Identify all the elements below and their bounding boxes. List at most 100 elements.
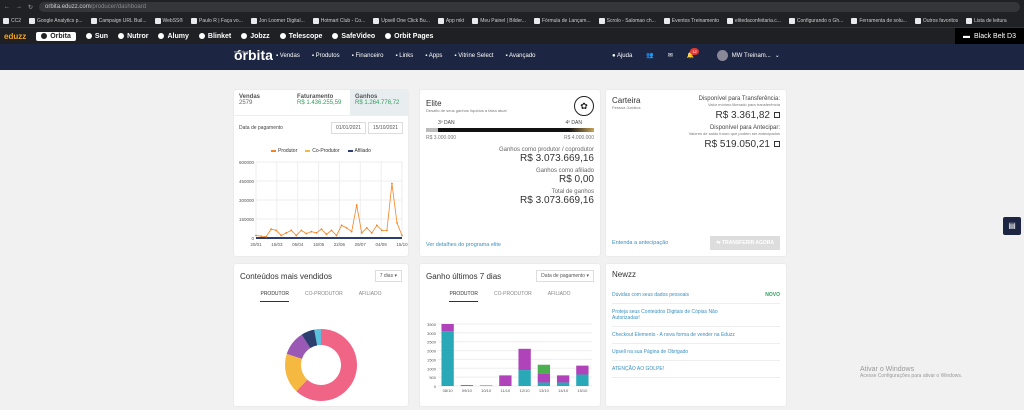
elite-earnings-row: Ganhos como afiliado R$ 0,00	[426, 168, 594, 185]
legend-item[interactable]: Afiliado	[347, 148, 371, 154]
user-menu[interactable]: MW Treinam... ⌄	[716, 50, 780, 61]
data-point	[380, 229, 383, 232]
news-item[interactable]: Upsell na sua Página de Obrigado	[612, 344, 780, 361]
bookmark-label: Outros favoritos	[922, 17, 959, 24]
app-blinket[interactable]: Blinket	[198, 32, 231, 41]
back-icon[interactable]: ←	[4, 3, 10, 10]
bookmark[interactable]: Paulo R | Faça vo...	[191, 17, 243, 24]
nav-label: Vitrine Select	[458, 53, 494, 59]
app-safevideo[interactable]: SafeVideo	[332, 32, 375, 41]
news-item[interactable]: ATENÇÃO AO GOLPE!	[612, 361, 780, 378]
elite-details-link[interactable]: Ver detalhes do programa elite	[426, 242, 501, 248]
transfer-note: Valor mínimo liberado para transferência	[708, 102, 780, 107]
period-select[interactable]: 7 dias ▾	[374, 270, 402, 282]
nav-label: Vendas	[279, 53, 300, 59]
nav-item-6[interactable]: ▪ Avançado	[505, 53, 535, 59]
users-icon[interactable]: 👥	[646, 53, 654, 59]
bookmark[interactable]: Outros favoritos	[914, 17, 959, 24]
bookmark[interactable]: Hotmart Club - Co...	[312, 17, 365, 24]
subtab-co-produtor[interactable]: CO-PRODUTOR	[305, 291, 343, 297]
transfer-checkbox[interactable]	[774, 112, 780, 119]
bookmark[interactable]: Scrolo - Salomao ch...	[598, 17, 656, 24]
data-point	[335, 234, 338, 237]
bookmark[interactable]: Eventos Treinamento	[663, 17, 719, 24]
advance-value: R$ 519.050,21	[704, 139, 770, 150]
app-rbita[interactable]: Órbita	[36, 31, 76, 41]
news-tag: NOVO	[765, 292, 780, 298]
date-to-input[interactable]: 15/10/2021	[367, 122, 403, 134]
advance-info-link[interactable]: Entenda a antecipação	[612, 240, 669, 246]
browser-toolbar: ← → ↻ orbita.eduzz.com/producer/dashboar…	[0, 0, 1024, 14]
bookmark-label: Fórmula de Lançam...	[541, 17, 591, 24]
news-title-text: Proteja seus Conteúdos Digitais de Cópia…	[612, 309, 718, 321]
data-point	[260, 235, 262, 237]
bookmark[interactable]: Configurando o Gh...	[788, 17, 843, 24]
watermark-title: Ativar o Windows	[860, 366, 915, 373]
app-alumy[interactable]: Alumy	[158, 32, 189, 41]
transfer-icon: ⇆	[716, 240, 721, 246]
subtab-co-produtor[interactable]: CO-PRODUTOR	[494, 291, 532, 297]
chat-icon[interactable]: ✉	[667, 53, 673, 59]
subtab-afiliado[interactable]: AFILIADO	[547, 291, 571, 297]
news-item[interactable]: Dúvidas com seus dados pessoais NOVO	[612, 287, 780, 304]
news-title-text: Dúvidas com seus dados pessoais	[612, 292, 689, 298]
notifications[interactable]: 🔔12	[687, 48, 703, 59]
transfer-now-button[interactable]: ⇆ TRANSFERIR AGORA	[710, 236, 780, 250]
nav-item-0[interactable]: ▪ Vendas	[276, 53, 300, 59]
gains-date-select[interactable]: Data de pagamento ▾	[536, 270, 594, 282]
subtab-produtor[interactable]: PRODUTOR	[449, 291, 479, 302]
news-item[interactable]: Proteja seus Conteúdos Digitais de Cópia…	[612, 304, 780, 327]
tab-faturamento[interactable]: Faturamento R$ 1.436.255,59	[292, 90, 350, 115]
y-tick-label: 1500	[427, 357, 437, 362]
bookmark[interactable]: elitedaconfeitaria.c...	[727, 17, 781, 24]
subtab-produtor[interactable]: PRODUTOR	[260, 291, 290, 302]
bookmark[interactable]: Campaign URL Buil...	[90, 17, 147, 24]
app-sun[interactable]: Sun	[85, 32, 108, 41]
orbita-logo[interactable]: myEduzz órbita	[234, 48, 273, 62]
bookmark[interactable]: Fórmula de Lançam...	[533, 17, 591, 24]
nav-item-3[interactable]: ▪ Links	[395, 53, 413, 59]
date-from-input[interactable]: 01/01/2021	[330, 122, 366, 134]
forward-icon[interactable]: →	[16, 3, 22, 10]
app-nutror[interactable]: Nutror	[118, 32, 148, 41]
bookmark[interactable]: App mkt	[437, 17, 465, 24]
news-item[interactable]: Checkout Elements - A nova forma de vend…	[612, 327, 780, 344]
bookmark[interactable]: Meu Painel | Bilder...	[472, 17, 526, 24]
legend-item[interactable]: Co-Produtor	[305, 148, 340, 154]
series-produtor-line	[255, 183, 403, 238]
content-title: Conteúdos mais vendidos	[240, 271, 333, 281]
help-link[interactable]: ● Ajuda	[612, 53, 632, 59]
address-bar[interactable]: orbita.eduzz.com/producer/dashboard	[39, 2, 1020, 12]
y-tick-label: 300000	[239, 198, 255, 203]
bookmark-favicon-icon	[191, 17, 198, 24]
black-belt-badge[interactable]: ▬ Black Belt D3	[954, 28, 1024, 44]
reload-icon[interactable]: ↻	[28, 4, 34, 11]
bookmark[interactable]: Google Analytics p...	[29, 17, 83, 24]
subtab-afiliado[interactable]: AFILIADO	[358, 291, 382, 297]
donut-slice	[285, 353, 308, 392]
tab-vendas[interactable]: Vendas 2579	[234, 90, 292, 115]
nav-item-5[interactable]: ▪ Vitrine Select	[454, 53, 493, 59]
app-telescope[interactable]: Telescope	[279, 32, 322, 41]
advance-checkbox[interactable]	[774, 141, 780, 148]
bookmark[interactable]: Ferramenta de solu...	[851, 17, 907, 24]
bookmark[interactable]: CC2	[3, 17, 21, 24]
nav-item-1[interactable]: ▪ Produtos	[312, 53, 340, 59]
bookmark[interactable]: Jon Loomer Digital...	[250, 17, 305, 24]
eduzz-logo[interactable]: eduzz	[4, 31, 27, 41]
nav-item-4[interactable]: ▪ Apps	[425, 53, 442, 59]
gains-bar-chart: 0 500 1000 1500 2000 2500 3000 3500 08/10 09/10 10…	[427, 322, 592, 393]
transfer-label: Disponível para Transferência:	[698, 96, 780, 102]
bookmark-favicon-icon	[90, 17, 97, 24]
legend-item[interactable]: Produtor	[271, 148, 297, 154]
app-jobzz[interactable]: Jobzz	[241, 32, 270, 41]
app-orbitpages[interactable]: Orbit Pages	[385, 32, 433, 41]
bookmark[interactable]: WebSS®	[154, 17, 183, 24]
bookmark-label: App mkt	[445, 17, 465, 24]
news-title-text: ATENÇÃO AO GOLPE!	[612, 366, 665, 372]
chat-widget-button[interactable]: ▤	[1003, 217, 1021, 235]
tab-ganhos[interactable]: Ganhos R$ 1.264.776,72	[350, 90, 408, 115]
nav-item-2[interactable]: ▪ Financeiro	[352, 53, 384, 59]
bookmark[interactable]: Upsell One Click Bu...	[373, 17, 430, 24]
bookmark[interactable]: Lista de leitura	[966, 17, 1007, 24]
